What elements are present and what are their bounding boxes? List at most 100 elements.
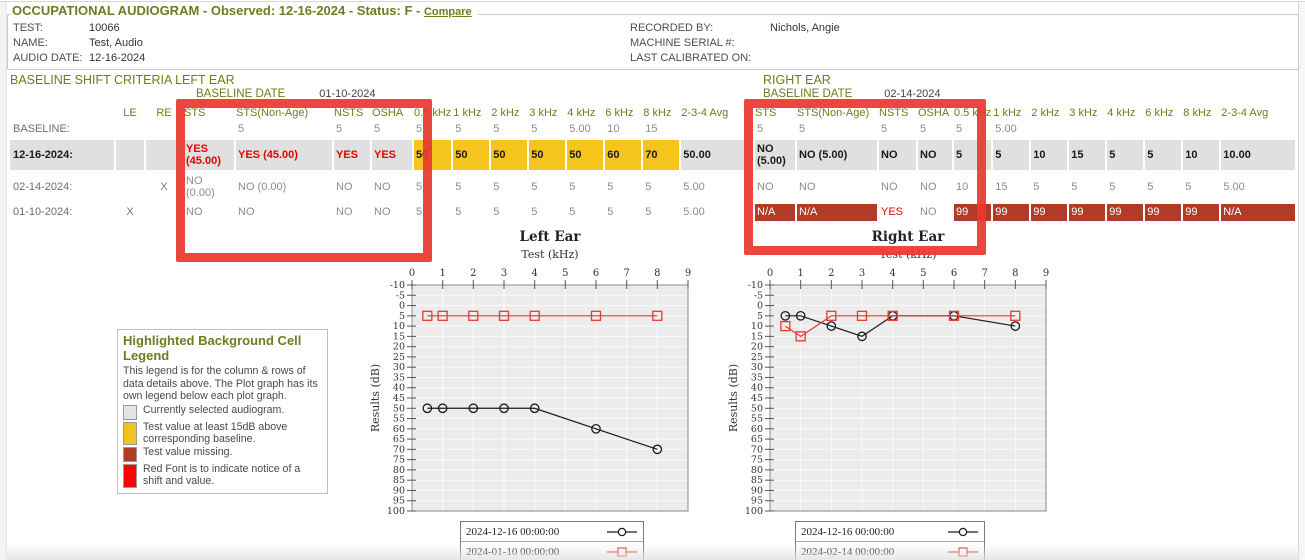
table-cell: 5 (607, 180, 614, 193)
table-cell (1107, 121, 1143, 138)
table-cell: 5.00 (1223, 180, 1245, 193)
cell-legend-box: Highlighted Background Cell Legend This … (117, 329, 328, 494)
field-value: 12-16-2024 (89, 52, 146, 64)
svg-text:4: 4 (531, 268, 537, 279)
table-cell: 99 (993, 204, 1030, 221)
page-title: OCCUPATIONAL AUDIOGRAM - Observed: 12-16… (10, 3, 478, 20)
svg-text:Results (dB): Results (dB) (369, 364, 382, 432)
cell-legend-title: Highlighted Background Cell Legend (123, 333, 302, 363)
legend-item: Currently selected audiogram. (123, 404, 321, 420)
table-row[interactable]: 02-14-2024: X NO (0.00) NO (0.00) NO NO 5 5 5 5 5 5… (10, 172, 745, 202)
svg-text:Right Ear: Right Ear (872, 229, 946, 245)
table-cell: NO (757, 180, 774, 193)
table-cell (1145, 121, 1181, 138)
table-cell: 5 (1107, 140, 1144, 170)
table-row[interactable]: NO (5.00) NO (5.00) NO NO 5 5 10 15 5 5 10 10.00 (755, 140, 1296, 170)
re-mark-cell (146, 204, 182, 221)
table-cell: NO (920, 180, 937, 193)
table-cell: 99 (1107, 204, 1144, 221)
table-cell: 5 (416, 180, 423, 193)
right-ear-section-title: RIGHT EAR (763, 73, 831, 87)
column-header: 6 kHz (605, 107, 634, 119)
table-row[interactable]: NO NO NO NO 10 15 5 5 5 5 5 5.00 (755, 172, 1295, 202)
svg-text:7: 7 (981, 268, 987, 279)
row-date-label: 12-16-2024: (10, 140, 114, 170)
legend-item: Red Font is to indicate notice of a shif… (123, 464, 321, 488)
column-header: 0.5 kHz (954, 107, 992, 119)
table-cell: 50 (529, 140, 566, 170)
column-header: 0.5 kHz (414, 107, 452, 119)
column-header: 3 kHz (1069, 107, 1098, 119)
table-cell: N/A (1221, 204, 1296, 221)
header-field: RECORDED BY: Nichols, Angie (630, 21, 1050, 36)
table-cell: 10 (1183, 140, 1220, 170)
column-header: 4 kHz (1107, 107, 1136, 119)
svg-text:3: 3 (501, 268, 507, 279)
cell-legend-items: Currently selected audiogram. Test value … (123, 404, 321, 488)
field-label: AUDIO DATE: (13, 52, 83, 64)
compare-link[interactable]: Compare (423, 6, 472, 18)
table-cell: NO (879, 140, 916, 170)
le-mark-cell (116, 121, 144, 138)
svg-text:70: 70 (751, 444, 763, 455)
table-row[interactable]: N/A N/A YES NO 99 99 99 99 99 99 99 N/A (755, 204, 1296, 221)
table-row[interactable]: 01-10-2024: X NO NO NO NO 5 5 5 5 5 5 5 5.00 (10, 204, 745, 221)
svg-text:80: 80 (393, 465, 405, 476)
table-cell: 99 (1031, 204, 1068, 221)
svg-text:8: 8 (1012, 268, 1018, 279)
column-header: 3 kHz (529, 107, 558, 119)
field-value: 10066 (89, 22, 120, 34)
field-value: Test, Audio (89, 37, 143, 49)
header-panel (7, 14, 1299, 70)
svg-text:35: 35 (751, 372, 763, 383)
column-header: STS(Non-Age) (797, 107, 870, 119)
svg-text:5: 5 (757, 311, 763, 322)
table-cell: NO (0.00) (186, 174, 215, 199)
column-header: OSHA (372, 107, 404, 119)
legend-item-text: Red Font is to indicate notice of a shif… (143, 463, 301, 488)
table-cell: 5 (881, 123, 888, 136)
svg-text:Test (kHz): Test (kHz) (521, 248, 578, 261)
table-cell: NO (881, 180, 898, 193)
field-label: RECORDED BY: (630, 22, 714, 34)
svg-text:Left Ear: Left Ear (520, 229, 582, 245)
left-ear-chart: 0 1 2 3 4 5 6 7 8 9-10-50510152025303540455055606… (369, 229, 691, 517)
legend-item: Test value at least 15dB above correspon… (123, 421, 321, 446)
legend-swatch-missing (123, 447, 137, 463)
table-cell (184, 121, 234, 138)
field-label: TEST: (13, 22, 43, 34)
header-field: TEST: 10066 (13, 21, 373, 36)
table-cell: 5 (493, 206, 500, 219)
column-header: 2 kHz (491, 107, 520, 119)
svg-text:9: 9 (685, 268, 691, 279)
table-cell: 5 (920, 123, 927, 136)
svg-text:Results (dB): Results (dB) (727, 364, 740, 432)
svg-text:75: 75 (393, 455, 405, 466)
table-cell (1069, 121, 1105, 138)
re-mark-cell (146, 140, 182, 170)
table-cell: 5 (455, 206, 462, 219)
chart-legend-date: 2024-12-16 00:00:00 (466, 525, 560, 538)
le-mark-cell (116, 140, 144, 170)
svg-text:3: 3 (859, 268, 865, 279)
table-row[interactable]: BASELINE: 5 5 5 5 5 5 5 5.00 10 15 (10, 121, 745, 138)
field-value: Nichols, Angie (770, 22, 840, 34)
svg-text:30: 30 (751, 362, 763, 373)
header-field: AUDIO DATE: 12-16-2024 (13, 51, 373, 66)
svg-text:20: 20 (393, 342, 405, 353)
svg-text:25: 25 (751, 352, 763, 363)
svg-text:20: 20 (751, 342, 763, 353)
series-square-marker-icon (948, 546, 978, 557)
table-row[interactable]: 12-16-2024: YES (45.00) YES (45.00) YES YES 5… (10, 140, 746, 170)
table-cell (1031, 121, 1067, 138)
svg-text:6: 6 (951, 268, 957, 279)
table-row[interactable]: 5 5 5 5 5 5.00 (755, 121, 1295, 138)
chart-legend-entry: 2024-12-16 00:00:00 (461, 522, 643, 541)
svg-text:85: 85 (751, 475, 763, 486)
table-cell: 60 (605, 140, 642, 170)
field-label: LAST CALIBRATED ON: (630, 52, 752, 64)
svg-text:7: 7 (623, 268, 629, 279)
table-cell: 5 (238, 123, 245, 136)
svg-text:-10: -10 (390, 280, 405, 291)
